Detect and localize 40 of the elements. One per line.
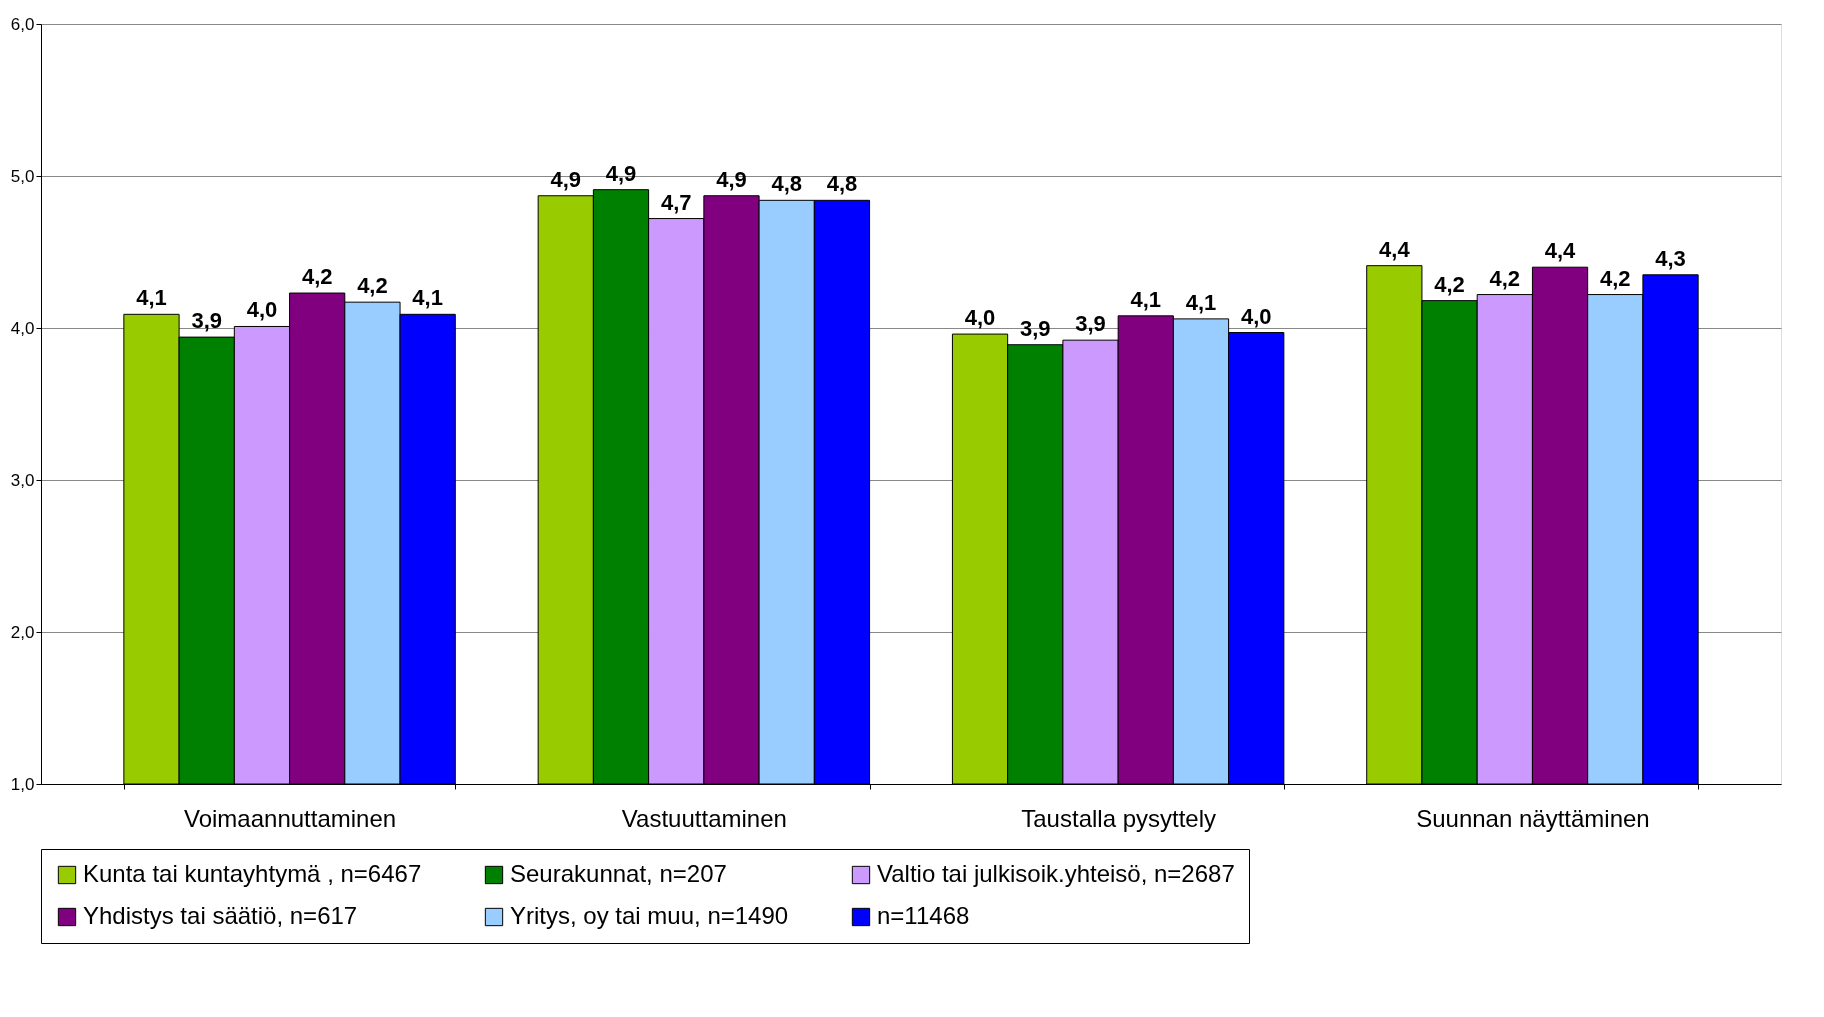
data-label: 4,1 xyxy=(1185,289,1217,315)
legend-label: Yhdistys tai säätiö, n=617 xyxy=(83,902,358,929)
legend-label: Valtio tai julkisoik.yhteisö, n=2687 xyxy=(877,860,1235,887)
x-tick-label: Vastuuttaminen xyxy=(621,804,787,832)
legend-label: n=11468 xyxy=(877,902,970,929)
data-label: 4,8 xyxy=(771,171,803,197)
data-label: 4,2 xyxy=(301,264,333,290)
data-label: 4,9 xyxy=(605,160,637,186)
data-label: 4,2 xyxy=(1489,265,1521,291)
data-label: 4,1 xyxy=(1130,286,1162,312)
legend-label: Yritys, oy tai muu, n=1490 xyxy=(510,902,789,929)
data-label: 4,2 xyxy=(1434,271,1465,297)
data-label: 3,9 xyxy=(1019,315,1051,341)
x-tick-label: Taustalla pysyttely xyxy=(1021,804,1217,832)
x-tick-label: Suunnan näyttäminen xyxy=(1416,804,1650,832)
legend-label: Seurakunnat, n=207 xyxy=(510,860,727,887)
data-label: 4,4 xyxy=(1544,238,1577,264)
y-tick-label: 2,0 xyxy=(10,622,35,642)
data-label: 4,3 xyxy=(1655,245,1686,271)
data-label: 3,9 xyxy=(1075,311,1106,337)
data-label: 4,2 xyxy=(357,273,388,299)
y-tick-label: 5,0 xyxy=(10,166,35,186)
data-label: 4,0 xyxy=(246,297,278,323)
y-tick-label: 3,0 xyxy=(10,470,35,490)
data-label: 4,0 xyxy=(1240,303,1272,329)
data-label: 4,0 xyxy=(964,305,996,331)
legend-label: Kunta tai kuntayhtymä , n=6467 xyxy=(83,860,422,887)
data-label: 4,9 xyxy=(550,166,582,192)
data-label: 3,9 xyxy=(191,308,223,334)
data-label: 4,8 xyxy=(826,171,858,197)
data-label: 4,9 xyxy=(716,166,747,192)
y-tick-label: 1,0 xyxy=(10,774,35,794)
y-tick-label: 4,0 xyxy=(10,318,35,338)
data-label: 4,1 xyxy=(412,285,443,311)
data-label: 4,1 xyxy=(136,285,167,311)
data-label: 4,7 xyxy=(660,189,692,215)
data-label: 4,2 xyxy=(1599,265,1631,291)
x-tick-label: Voimaannuttaminen xyxy=(183,804,397,832)
data-label: 4,4 xyxy=(1379,236,1411,262)
y-tick-label: 6,0 xyxy=(10,14,35,34)
